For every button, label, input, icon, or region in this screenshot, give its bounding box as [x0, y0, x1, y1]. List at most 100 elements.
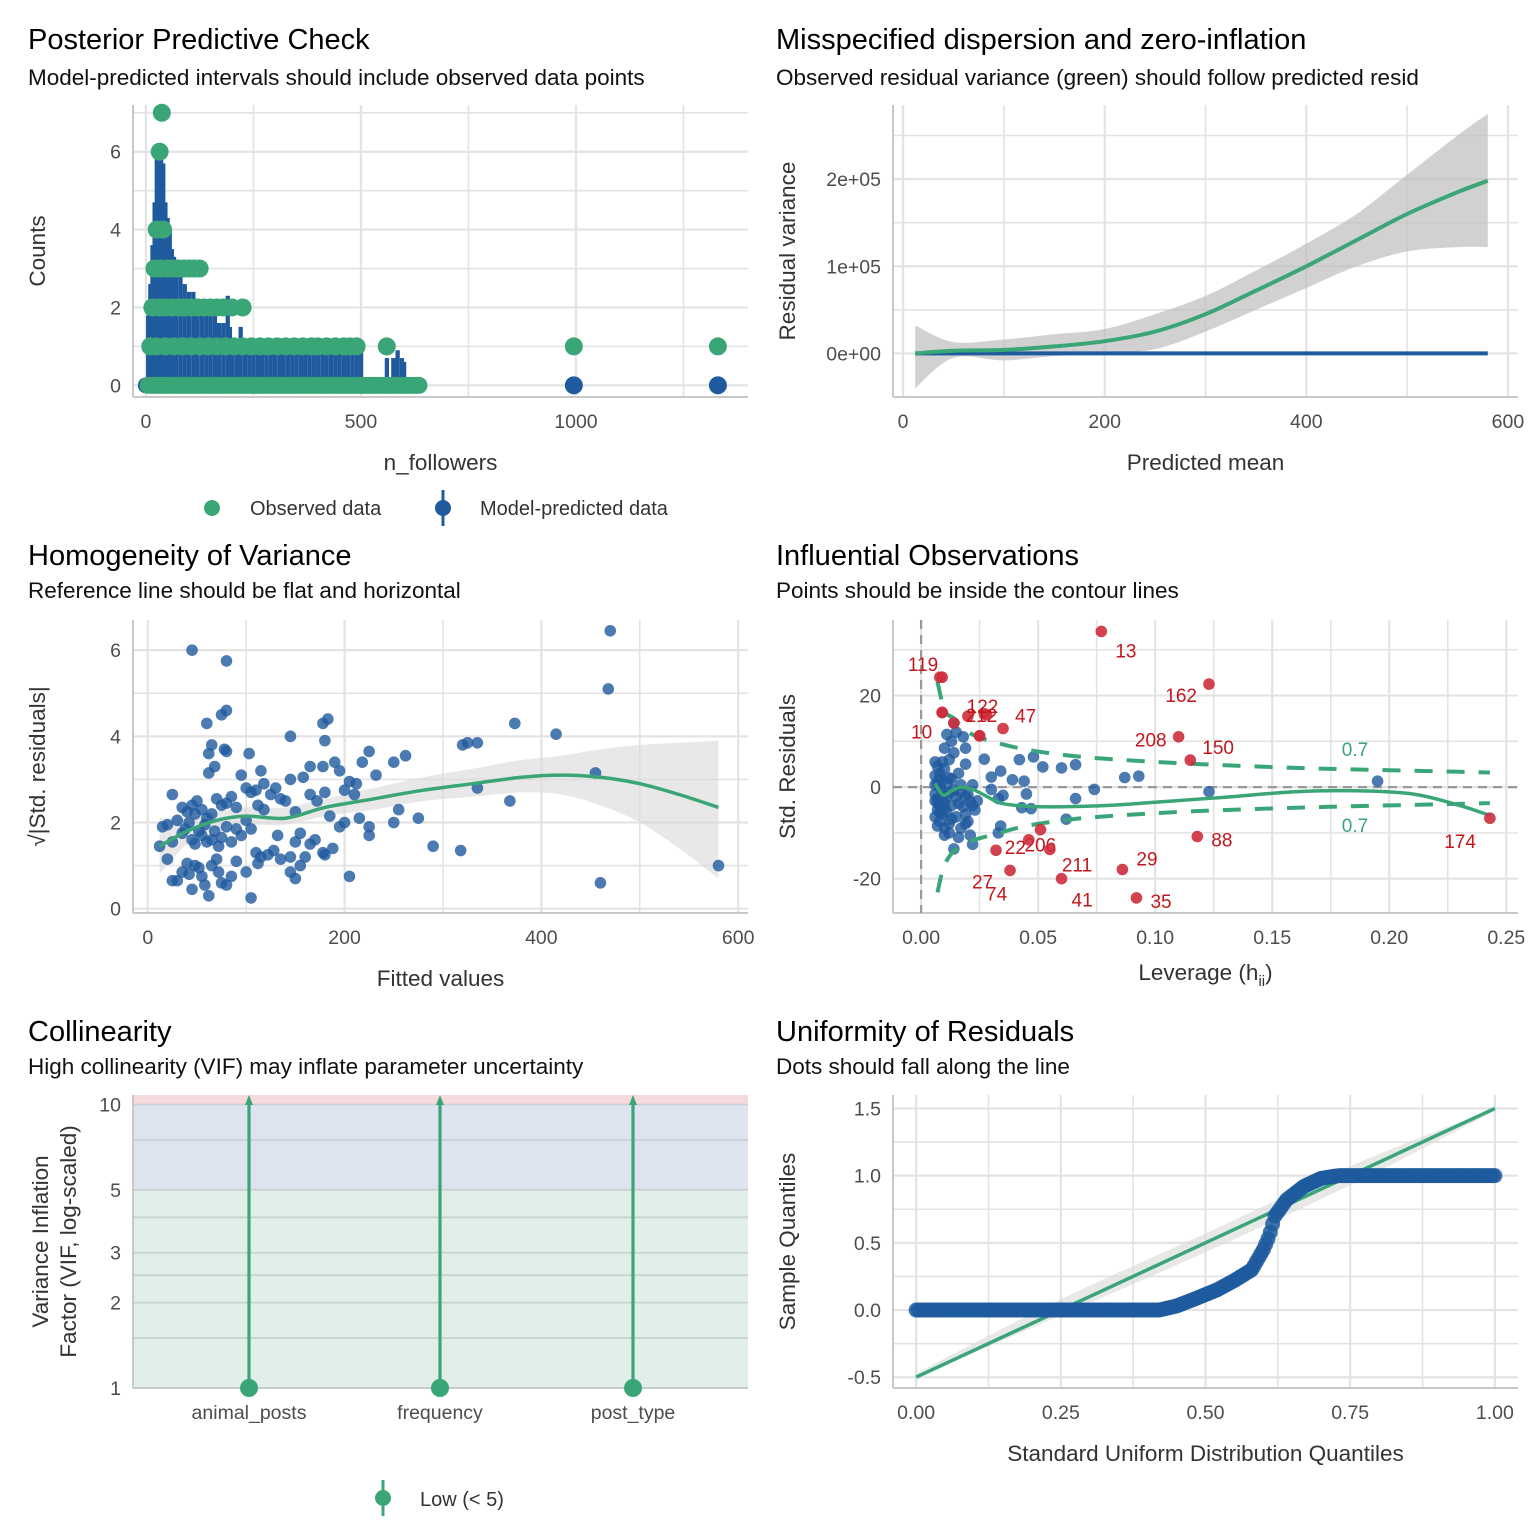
predicted-interval-bar: [354, 346, 359, 386]
y-tick-label: -20: [853, 869, 881, 891]
y-axis-title: √|Std. residuals|: [25, 686, 50, 846]
y-tick-label: 6: [110, 640, 121, 662]
residual-point: [550, 728, 562, 740]
x-tick-label: 0.05: [1019, 927, 1057, 949]
x-tick-label: 0: [142, 927, 153, 949]
x-tick-label: 0.25: [1042, 1402, 1080, 1424]
observation-point: [959, 808, 972, 820]
x-tick-label: 0.00: [902, 927, 940, 949]
y-tick-label: 0.0: [854, 1300, 881, 1322]
residual-point: [604, 624, 617, 637]
x-tick-label: post_type: [591, 1402, 676, 1424]
influential-point: [1034, 823, 1047, 836]
infl-chart: 0.00 0.05 0.10 0.15 0.20 0.25 -20 0 20 13 119 162 10…: [775, 620, 1525, 990]
predicted-interval-bar: [264, 346, 269, 386]
residual-point: [202, 889, 215, 902]
coll-panel: Collinearity High collinearity (VIF) may…: [0, 1010, 768, 1536]
influential-point-label: 47: [1015, 707, 1036, 728]
residual-point: [304, 760, 316, 773]
observation-point: [955, 822, 967, 835]
observation-point: [943, 817, 955, 830]
influential-point: [936, 671, 948, 684]
predicted-interval-bar: [251, 346, 256, 386]
predicted-interval-bar: [268, 346, 273, 386]
observation-point: [1088, 783, 1101, 796]
observed-point: [152, 103, 171, 122]
observation-point: [931, 820, 944, 832]
residual-point: [225, 836, 238, 848]
x-tick-label: 0.50: [1187, 1402, 1225, 1424]
observed-point: [154, 220, 173, 239]
residual-point: [353, 812, 366, 825]
influential-point-label: 122: [967, 697, 999, 718]
contour-label-lower: 0.7: [1342, 816, 1368, 837]
predicted-interval-bar: [242, 346, 248, 386]
infl-subtitle: Points should be inside the contour line…: [776, 578, 1179, 603]
y-tick-label: 20: [859, 686, 881, 708]
residual-point: [712, 859, 725, 872]
disp-panel: Misspecified dispersion and zero-inflati…: [768, 0, 1536, 530]
unif-chart: 0.00 0.25 0.50 0.75 1.00 -0.5 0.0 0.5 1.0 1.5 Stan…: [775, 1095, 1518, 1466]
observation-point: [1020, 788, 1033, 800]
y-tick-label: 0.5: [854, 1233, 881, 1255]
predicted-interval-bar: [384, 358, 390, 386]
y-tick-label: 1e+05: [826, 256, 881, 278]
residual-point: [343, 870, 356, 883]
vif-arrow-head: [245, 1095, 253, 1105]
residual-point: [333, 765, 346, 777]
residual-point: [171, 814, 184, 827]
y-axis-title: Residual variance: [775, 162, 800, 341]
observation-point: [941, 728, 953, 741]
y-tick-label: 0: [110, 375, 121, 397]
y-tick-label: 10: [99, 1094, 121, 1116]
residual-point: [363, 821, 375, 833]
predicted-interval-bar: [238, 326, 243, 386]
x-axis-title: Leverage (hii): [1138, 960, 1272, 990]
residual-point: [602, 683, 615, 695]
vif-point: [624, 1379, 642, 1397]
residual-point: [243, 747, 255, 760]
coll-subtitle: High collinearity (VIF) may inflate para…: [28, 1054, 584, 1079]
predicted-interval-bar: [350, 346, 355, 386]
influential-point: [1044, 843, 1056, 856]
observed-confidence-ribbon: [915, 113, 1488, 389]
residual-point: [348, 788, 361, 801]
residual-point: [297, 771, 310, 784]
influential-point: [997, 722, 1009, 735]
observation-point: [1132, 770, 1145, 782]
predicted-interval-bar: [401, 361, 407, 386]
residual-point: [225, 790, 238, 803]
residual-point: [215, 831, 228, 844]
observed-variance-line: [915, 178, 1489, 356]
predicted-interval-bar: [298, 346, 304, 386]
residual-point: [399, 749, 412, 762]
y-axis-title: Counts: [25, 215, 50, 286]
homo-subtitle: Reference line should be flat and horizo…: [28, 578, 461, 603]
predicted-interval-bar: [395, 350, 400, 386]
homo-title: Homogeneity of Variance: [28, 540, 352, 572]
unif-panel: Uniformity of Residuals Dots should fall…: [768, 1010, 1536, 1536]
observation-point: [950, 726, 963, 738]
x-axis-title: n_followers: [384, 450, 498, 475]
predicted-interval-bar: [281, 346, 286, 386]
observed-point: [150, 142, 169, 161]
disp-title: Misspecified dispersion and zero-inflati…: [776, 24, 1307, 56]
x-tick-label: 500: [345, 411, 378, 433]
x-tick-label: 0: [140, 411, 151, 433]
vif-point: [240, 1379, 258, 1397]
y-tick-label: 3: [110, 1243, 121, 1265]
x-tick-label: 0.15: [1253, 927, 1291, 949]
residual-point: [191, 795, 203, 807]
ppc-panel: Posterior Predictive Check Model-predict…: [0, 0, 768, 530]
influential-point: [1116, 863, 1129, 876]
legend-low-label: Low (< 5): [420, 1489, 504, 1511]
residual-point: [183, 816, 195, 829]
observation-point: [1027, 751, 1040, 763]
predicted-interval-bar: [391, 358, 396, 386]
residual-point: [267, 844, 280, 857]
influential-point: [1055, 872, 1068, 885]
influential-point-label: 29: [1136, 850, 1157, 871]
y-tick-label: 0: [110, 899, 121, 921]
observation-point: [1037, 761, 1049, 773]
